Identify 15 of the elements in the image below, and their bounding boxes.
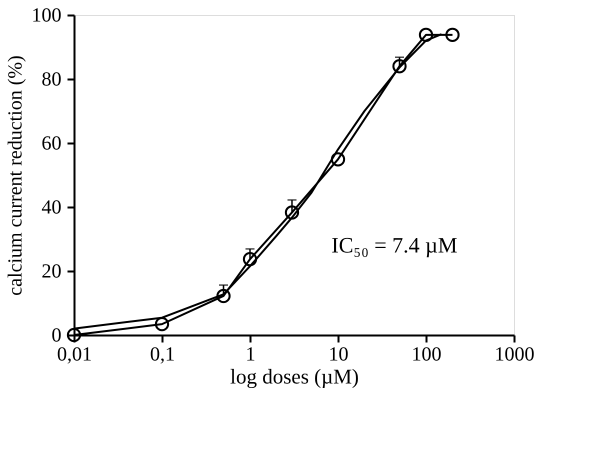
y-axis-title: calcium current reduction (%) (4, 55, 26, 296)
y-tick-label: 40 (42, 196, 62, 218)
x-tick-label: 0,01 (57, 344, 92, 366)
x-tick-label: 1 (246, 344, 256, 366)
x-tick-label: 1000 (494, 344, 534, 366)
y-tick-label: 60 (42, 132, 62, 154)
y-tick-label: 100 (32, 4, 62, 26)
x-axis-title: log doses (µM) (230, 364, 359, 388)
y-tick-label: 20 (42, 260, 62, 282)
x-tick-label: 10 (328, 344, 348, 366)
annotation: IC₅₀ = 7.4 µM (331, 232, 458, 258)
y-tick-label: 80 (42, 68, 62, 90)
y-tick-label: 0 (52, 324, 62, 346)
x-tick-label: 100 (412, 344, 442, 366)
x-tick-label: 0,1 (150, 344, 175, 366)
